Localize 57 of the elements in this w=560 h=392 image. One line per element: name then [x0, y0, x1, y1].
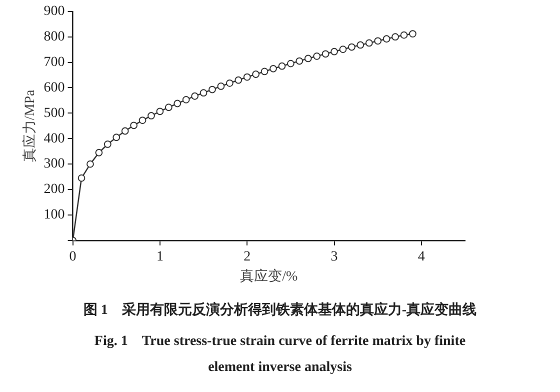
- point: [356, 41, 364, 49]
- x-tick-label: 0: [69, 249, 76, 264]
- point: [348, 43, 356, 51]
- point: [182, 96, 190, 104]
- point: [156, 108, 164, 116]
- point: [78, 174, 86, 182]
- y-tick-label: 100: [44, 208, 65, 223]
- y-tick-label: 800: [44, 30, 65, 45]
- point: [234, 76, 242, 84]
- point: [148, 112, 155, 120]
- point: [243, 73, 251, 81]
- point: [304, 54, 312, 62]
- point: [322, 50, 330, 58]
- point: [174, 100, 182, 108]
- point: [226, 79, 234, 87]
- x-tick-label: 1: [156, 249, 164, 264]
- point: [112, 134, 120, 142]
- y-tick-label: 900: [44, 4, 65, 20]
- point: [296, 57, 304, 65]
- x-tick-label: 3: [330, 249, 338, 264]
- point: [313, 52, 321, 60]
- point: [208, 86, 216, 94]
- y-tick-label: 500: [44, 106, 65, 121]
- point: [164, 104, 172, 112]
- point: [252, 70, 260, 78]
- point: [95, 148, 103, 156]
- x-axis-title: 真应变/%: [240, 268, 298, 284]
- point: [104, 140, 112, 148]
- y-tick-label: 700: [44, 54, 65, 70]
- point: [409, 30, 416, 38]
- point: [217, 82, 225, 90]
- point: [260, 68, 268, 76]
- point: [191, 92, 199, 100]
- point: [278, 62, 286, 70]
- text: 图 1 采用有限元反演分析得到铁素体基体的真应力-真应变曲线: [82, 301, 478, 319]
- point: [374, 37, 382, 45]
- y-tick-label: 400: [44, 131, 65, 146]
- y-tick-label: 300: [44, 156, 65, 172]
- point: [330, 48, 338, 56]
- x-tick-label: 2: [244, 249, 251, 264]
- text: Fig. 1 True stress-true strain curve of ferrite matrix by finite element inverse analysis: [93, 333, 467, 377]
- point: [86, 160, 94, 168]
- point: [121, 127, 129, 135]
- point: [200, 89, 208, 97]
- y-axis-title: 真应力/MPa: [22, 88, 38, 162]
- point: [138, 116, 146, 124]
- point: [130, 122, 138, 130]
- x-tick-label: 4: [418, 249, 425, 264]
- point: [400, 31, 408, 39]
- point: [382, 35, 390, 43]
- point: [270, 64, 277, 72]
- y-tick-label: 600: [44, 80, 65, 96]
- point: [286, 60, 294, 68]
- point: [365, 39, 373, 47]
- point: [339, 46, 347, 54]
- y-tick-label: 200: [44, 182, 65, 198]
- point: [392, 33, 399, 41]
